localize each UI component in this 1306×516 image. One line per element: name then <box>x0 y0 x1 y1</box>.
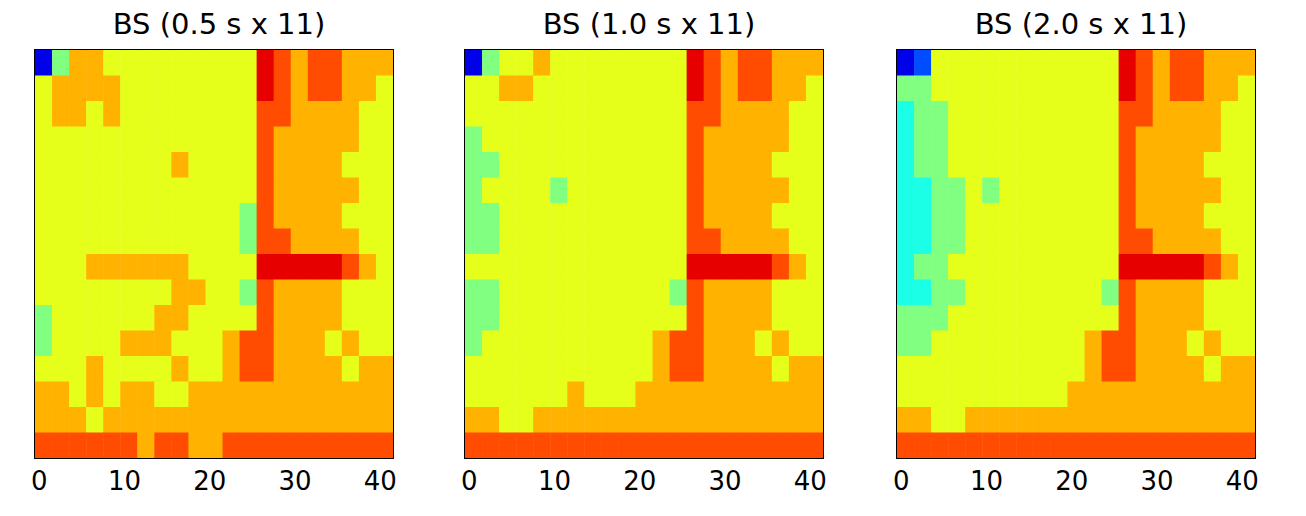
svg-text:30: 30 <box>278 466 311 496</box>
svg-text:40: 40 <box>1226 466 1259 496</box>
svg-text:0: 0 <box>31 466 48 496</box>
svg-text:10: 10 <box>538 466 571 496</box>
svg-text:40: 40 <box>364 466 397 496</box>
svg-text:10: 10 <box>108 466 141 496</box>
svg-text:0: 0 <box>893 466 910 496</box>
svg-text:BS (1.0 s x 11): BS (1.0 s x 11) <box>543 7 756 41</box>
svg-text:40: 40 <box>794 466 827 496</box>
svg-text:20: 20 <box>193 466 226 496</box>
svg-text:BS (0.5 s x 11): BS (0.5 s x 11) <box>113 7 326 41</box>
svg-text:10: 10 <box>970 466 1003 496</box>
svg-text:20: 20 <box>623 466 656 496</box>
svg-text:20: 20 <box>1055 466 1088 496</box>
svg-text:0: 0 <box>461 466 478 496</box>
svg-text:30: 30 <box>1140 466 1173 496</box>
svg-text:BS (2.0 s x 11): BS (2.0 s x 11) <box>975 7 1188 41</box>
svg-text:30: 30 <box>708 466 741 496</box>
